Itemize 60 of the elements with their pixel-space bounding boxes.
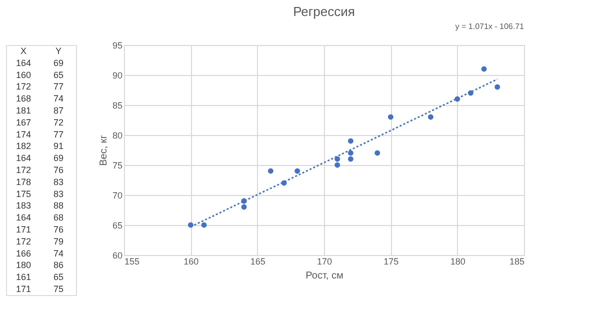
text: 77	[53, 129, 64, 140]
text: 167	[16, 117, 32, 128]
text: 182	[16, 141, 32, 152]
text: 171	[16, 284, 32, 294]
text: 164	[16, 153, 32, 164]
text: Y	[55, 46, 62, 56]
text: 183	[16, 200, 32, 211]
text: 172	[16, 236, 32, 246]
text: 172	[16, 82, 32, 92]
text: 178	[16, 176, 32, 187]
y-tick-label: 65	[112, 220, 122, 230]
text: 181	[16, 105, 32, 116]
text: 75	[53, 284, 64, 294]
x-tick-label: 170	[316, 256, 332, 266]
text: 76	[53, 224, 64, 235]
x-tick-label: 175	[384, 256, 399, 266]
y-tick-label: 85	[112, 100, 122, 110]
text: 65	[53, 70, 64, 80]
x-tick-label: 155	[124, 256, 140, 266]
text: 175	[16, 188, 32, 199]
text: 166	[16, 248, 32, 258]
text: 69	[53, 58, 64, 68]
x-tick-label: 185	[509, 256, 524, 266]
text: 77	[53, 82, 64, 92]
x-axis-title: Рост, см	[306, 270, 344, 282]
text: 164	[16, 212, 32, 223]
text: 79	[53, 236, 64, 246]
y-tick-label: 60	[112, 250, 122, 260]
y-tick-label: 80	[112, 130, 122, 140]
text: 91	[53, 141, 64, 152]
text: 74	[53, 94, 64, 104]
text: 76	[53, 165, 64, 175]
text: X	[20, 46, 27, 56]
text: 69	[53, 153, 64, 164]
y-tick-label: 90	[112, 70, 122, 80]
text: 65	[53, 272, 64, 282]
x-tick-label: 180	[450, 256, 466, 266]
text: 88	[53, 200, 64, 211]
text: 171	[16, 224, 32, 235]
y-tick-label: 95	[112, 40, 122, 50]
text: 83	[53, 176, 64, 187]
text: 172	[16, 165, 32, 175]
chart-title: Регрессия	[293, 4, 355, 19]
text: 83	[53, 188, 64, 199]
y-axis-title: Вес, кг	[98, 134, 110, 166]
text: 72	[53, 117, 64, 128]
text: 164	[16, 58, 32, 68]
x-tick-label: 165	[250, 256, 266, 266]
x-tick-label: 160	[184, 256, 199, 266]
text: 74	[53, 248, 64, 258]
text: y = 1.071x - 106.71	[455, 22, 525, 31]
text: 168	[16, 94, 32, 104]
text: 87	[53, 105, 64, 116]
text: 161	[16, 272, 32, 282]
text: 68	[53, 212, 64, 223]
text: 160	[16, 70, 32, 80]
y-tick-label: 70	[112, 190, 122, 200]
y-tick-label: 75	[112, 160, 122, 170]
text: 86	[53, 260, 64, 270]
text: 174	[16, 129, 32, 140]
